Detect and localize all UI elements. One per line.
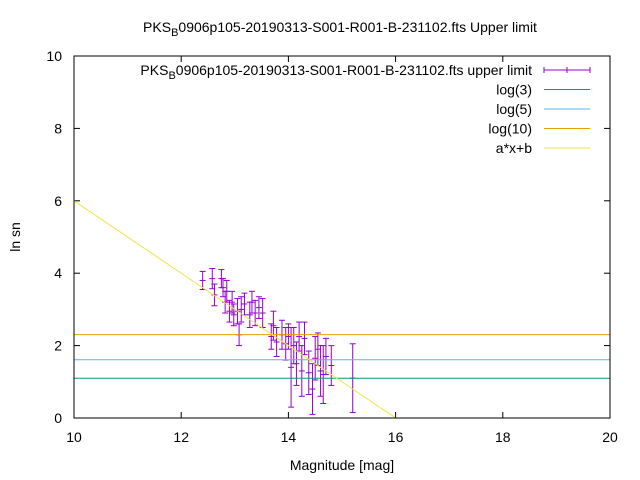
x-tick-label: 18 — [495, 429, 511, 445]
data-point — [252, 299, 259, 327]
y-tick-label: 10 — [46, 48, 62, 64]
data-point — [328, 345, 335, 386]
chart-title-suffix: 0906p105-20190313-S001-R001-B-231102.fts… — [178, 19, 537, 35]
data-point — [296, 321, 303, 352]
data-point — [309, 363, 316, 415]
data-point — [314, 332, 321, 367]
plot-frame — [73, 55, 611, 419]
data-point — [229, 290, 236, 314]
x-axis-label: Magnitude [mag] — [290, 457, 394, 473]
data-point — [226, 299, 233, 323]
x-tick-label: 12 — [173, 429, 189, 445]
data-point — [238, 296, 245, 323]
legend-label: a*x+b — [496, 140, 532, 156]
data-point — [293, 341, 300, 386]
data-point — [322, 337, 329, 376]
x-tick-label: 14 — [281, 429, 297, 445]
fit-line — [73, 200, 396, 419]
data-point — [288, 327, 295, 408]
legend: PKSB0906p105-20190313-S001-R001-B-231102… — [140, 62, 591, 156]
chart-title-prefix: PKS — [143, 19, 171, 35]
data-point — [290, 327, 297, 365]
y-tick-label: 0 — [54, 410, 62, 426]
x-tick-label: 16 — [388, 429, 404, 445]
data-point — [230, 303, 237, 327]
x-tick-label: 10 — [66, 429, 82, 445]
y-tick-label: 2 — [54, 338, 62, 354]
data-point — [301, 321, 308, 356]
y-axis-label: ln sn — [7, 222, 23, 252]
data-point — [255, 296, 262, 319]
data-point — [220, 278, 227, 298]
x-tick-label: 20 — [602, 429, 618, 445]
data-point — [317, 345, 324, 397]
chart-title: PKSB0906p105-20190313-S001-R001-B-231102… — [143, 19, 537, 39]
data-point — [273, 327, 280, 357]
legend-label-suffix: 0906p105-20190313-S001-R001-B-231102.fts… — [176, 62, 532, 78]
legend-label: PKSB0906p105-20190313-S001-R001-B-231102… — [140, 62, 532, 82]
data-point — [259, 298, 266, 328]
legend-label: log(3) — [496, 82, 532, 98]
chart-title-subscript: B — [171, 27, 178, 39]
y-tick-label: 8 — [54, 120, 62, 136]
data-point — [199, 270, 206, 290]
data-point — [312, 336, 319, 381]
y-tick-label: 4 — [54, 265, 62, 281]
y-tick-label: 6 — [54, 193, 62, 209]
data-point — [211, 283, 218, 307]
legend-label-prefix: PKS — [140, 62, 168, 78]
data-point — [305, 350, 312, 395]
data-point — [209, 267, 216, 290]
legend-label-subscript: B — [168, 70, 175, 82]
legend-label: log(5) — [496, 101, 532, 117]
legend-label: log(10) — [488, 121, 532, 137]
